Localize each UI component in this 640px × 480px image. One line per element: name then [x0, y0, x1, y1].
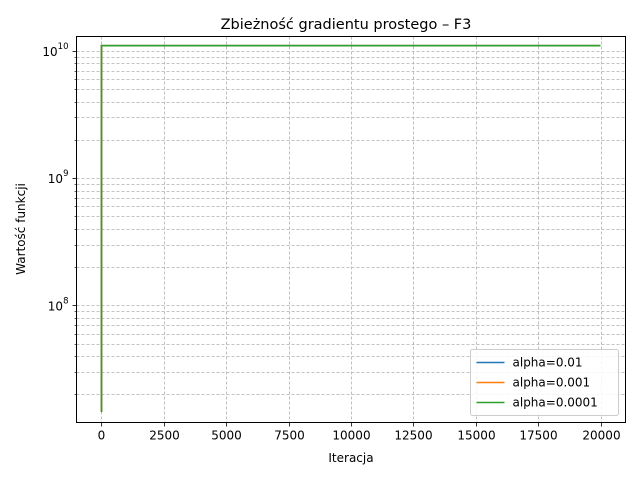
legend-box [470, 349, 619, 416]
series-lines [100, 44, 601, 412]
x-tick-label: 20000 [582, 429, 620, 443]
legend-label: alpha=0.01 [513, 356, 583, 370]
chart-title: Zbieżność gradientu prostego – F3 [221, 17, 472, 33]
x-tick-label: 17500 [519, 429, 557, 443]
x-tick-label: 12500 [394, 429, 432, 443]
x-tick-label: 15000 [457, 429, 495, 443]
x-axis-label: Iteracja [328, 451, 373, 465]
y-tick-label: 1010 [42, 42, 68, 59]
x-tick-label: 2500 [149, 429, 180, 443]
x-tick-label: 7500 [274, 429, 305, 443]
legend-label: alpha=0.001 [513, 376, 591, 390]
y-tick-label: 109 [48, 169, 69, 186]
legend: alpha=0.01 alpha=0.001 alpha=0.0001 [470, 349, 619, 416]
series-line [100, 44, 601, 412]
x-tick-label: 5000 [211, 429, 242, 443]
y-axis-ticks: 108 109 1010 [42, 42, 77, 395]
y-axis-label: Wartość funkcji [14, 183, 28, 275]
legend-label: alpha=0.0001 [513, 396, 598, 410]
x-tick-label: 10000 [332, 429, 370, 443]
x-axis-ticks: 0 2500 5000 7500 10000 12500 15000 17500 20000 [98, 422, 621, 443]
y-tick-label: 108 [48, 296, 69, 313]
x-tick-label: 0 [98, 429, 106, 443]
